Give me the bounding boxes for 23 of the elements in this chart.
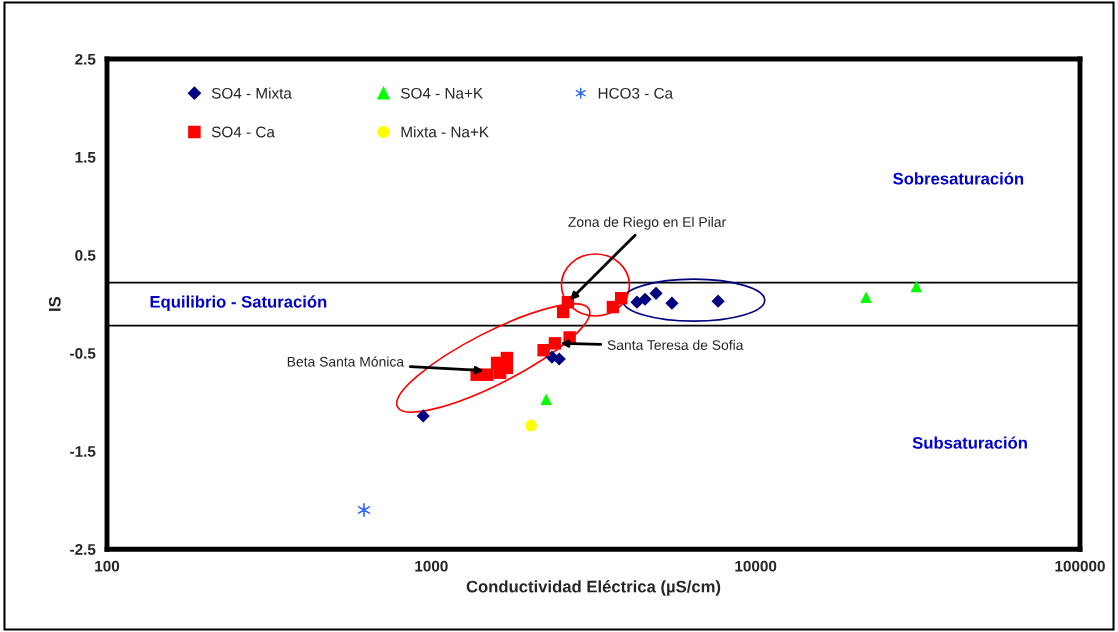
legend-label: SO4 - Na+K (401, 87, 483, 99)
annotation: Equilibrio - Saturación (150, 295, 327, 311)
annotation: Beta Santa Mónica (287, 356, 405, 367)
annotation: Zona de Riego en El Pilar (568, 216, 726, 230)
y-tick-label: -1.5 (70, 446, 96, 457)
x-tick-label: 100000 (1055, 560, 1105, 572)
annotation: Subsaturación (912, 436, 1027, 449)
legend-label: Mixta - Na+K (401, 126, 489, 138)
x-tick-label: 100 (95, 560, 120, 572)
y-tick-label: 2.5 (75, 53, 96, 65)
legend-label: SO4 - Ca (211, 126, 275, 138)
y-axis-title: IS (48, 296, 61, 311)
annotation: Santa Teresa de Sofia (607, 339, 744, 350)
y-tick-label: 0.5 (75, 249, 96, 261)
y-tick-label: 1.5 (75, 152, 96, 163)
x-axis-title: Conductividad Eléctrica (µS/cm) (466, 580, 721, 596)
legend-label: SO4 - Mixta (211, 87, 292, 99)
x-tick-label: 10000 (735, 560, 777, 572)
y-tick-label: -0.5 (70, 348, 96, 359)
annotation: Sobresaturación (893, 172, 1024, 185)
legend-label: HCO3 - Ca (598, 87, 674, 99)
x-tick-label: 1000 (415, 560, 448, 572)
y-tick-label: -2.5 (70, 544, 96, 555)
